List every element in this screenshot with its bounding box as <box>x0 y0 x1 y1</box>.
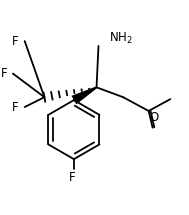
Text: F: F <box>0 67 7 80</box>
Text: F: F <box>12 100 19 114</box>
Text: NH$_2$: NH$_2$ <box>109 31 133 46</box>
Text: F: F <box>69 171 75 184</box>
Polygon shape <box>71 86 97 104</box>
Text: O: O <box>149 111 158 124</box>
Text: F: F <box>12 35 19 48</box>
